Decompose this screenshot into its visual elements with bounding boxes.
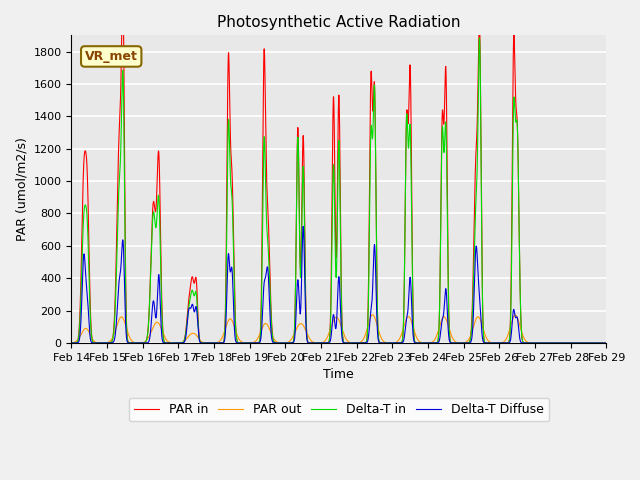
PAR out <box>268 332 275 337</box>
PAR out <box>369 312 376 318</box>
Delta-T in <box>602 340 610 346</box>
Delta-T Diffuse <box>601 340 609 346</box>
Delta-T in <box>582 340 590 346</box>
PAR out <box>68 340 76 346</box>
PAR in <box>602 340 610 346</box>
PAR in <box>177 340 184 346</box>
Delta-T in <box>601 340 609 346</box>
Y-axis label: PAR (umol/m2/s): PAR (umol/m2/s) <box>15 137 28 241</box>
Delta-T Diffuse <box>602 340 610 346</box>
Delta-T Diffuse <box>489 340 497 346</box>
Line: Delta-T in: Delta-T in <box>72 38 606 343</box>
PAR out <box>600 340 608 346</box>
Title: Photosynthetic Active Radiation: Photosynthetic Active Radiation <box>217 15 461 30</box>
Line: Delta-T Diffuse: Delta-T Diffuse <box>72 227 606 343</box>
Delta-T Diffuse <box>568 340 576 346</box>
Delta-T in <box>476 35 483 41</box>
Delta-T Diffuse <box>177 340 184 346</box>
PAR in <box>489 340 497 346</box>
Text: VR_met: VR_met <box>84 50 138 63</box>
Legend: PAR in, PAR out, Delta-T in, Delta-T Diffuse: PAR in, PAR out, Delta-T in, Delta-T Dif… <box>129 398 549 421</box>
Delta-T in <box>413 340 420 346</box>
Delta-T in <box>68 340 76 346</box>
Delta-T Diffuse <box>68 340 76 346</box>
PAR out <box>177 340 184 346</box>
Delta-T Diffuse <box>413 340 420 346</box>
Delta-T Diffuse <box>300 224 307 229</box>
Delta-T Diffuse <box>182 334 189 340</box>
Line: PAR out: PAR out <box>72 315 606 343</box>
PAR out <box>182 336 189 342</box>
PAR in <box>268 321 276 326</box>
X-axis label: Time: Time <box>323 368 354 381</box>
PAR out <box>413 335 420 340</box>
PAR in <box>413 340 420 346</box>
Delta-T in <box>268 324 275 330</box>
PAR in <box>582 340 590 346</box>
Delta-T in <box>177 340 184 346</box>
PAR out <box>602 340 610 346</box>
PAR in <box>182 327 189 333</box>
PAR in <box>68 340 76 346</box>
Delta-T in <box>489 340 497 346</box>
PAR out <box>489 340 497 346</box>
Delta-T Diffuse <box>268 335 275 341</box>
Delta-T in <box>182 330 189 336</box>
Line: PAR in: PAR in <box>72 0 606 343</box>
PAR in <box>601 340 609 346</box>
